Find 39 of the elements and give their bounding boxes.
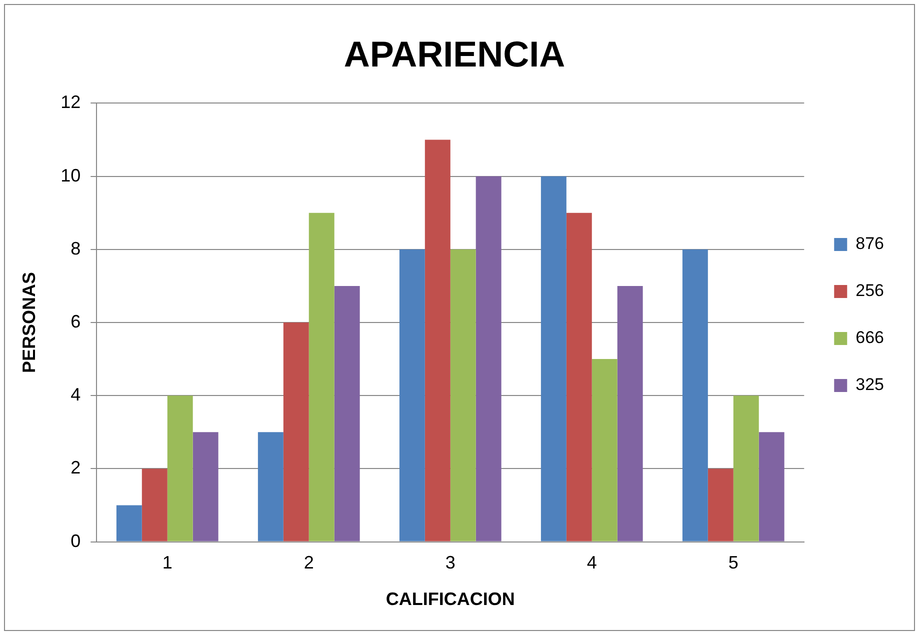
bar (142, 468, 168, 542)
legend-label: 325 (856, 375, 884, 394)
bar (758, 432, 784, 542)
y-tick-label: 4 (70, 384, 81, 405)
x-tick-label: 1 (162, 552, 172, 573)
x-tick-label: 2 (304, 552, 314, 573)
x-tick-label: 3 (445, 552, 456, 573)
y-tick-label: 0 (70, 530, 81, 551)
bar (167, 396, 193, 542)
bar (682, 249, 708, 542)
x-tick-label: 5 (728, 552, 738, 573)
y-tick-label: 8 (70, 238, 81, 258)
bar (476, 176, 502, 542)
bar (708, 468, 734, 542)
bar (308, 212, 334, 542)
bar (592, 359, 618, 542)
bar (617, 286, 643, 542)
bar (283, 322, 309, 542)
bar (334, 286, 360, 542)
y-tick-label: 12 (60, 92, 81, 112)
legend-label: 256 (856, 281, 884, 300)
y-tick-label: 10 (60, 165, 81, 186)
x-tick-label: 4 (586, 552, 597, 573)
legend-label: 876 (856, 234, 884, 254)
y-tick-label: 6 (70, 311, 81, 332)
bar (540, 176, 566, 542)
bar (733, 396, 759, 542)
bar (192, 432, 218, 542)
bar (399, 249, 425, 542)
y-tick-label: 2 (70, 458, 81, 478)
bar (450, 249, 476, 542)
bar (258, 432, 284, 542)
bar (566, 212, 592, 542)
y-axis-title: PERSONAS (18, 272, 39, 374)
legend-label: 666 (856, 328, 884, 348)
bar (116, 505, 142, 542)
bar (424, 140, 450, 542)
x-axis-title: CALIFICACION (386, 589, 515, 610)
chart-title: APARIENCIA (344, 34, 566, 75)
